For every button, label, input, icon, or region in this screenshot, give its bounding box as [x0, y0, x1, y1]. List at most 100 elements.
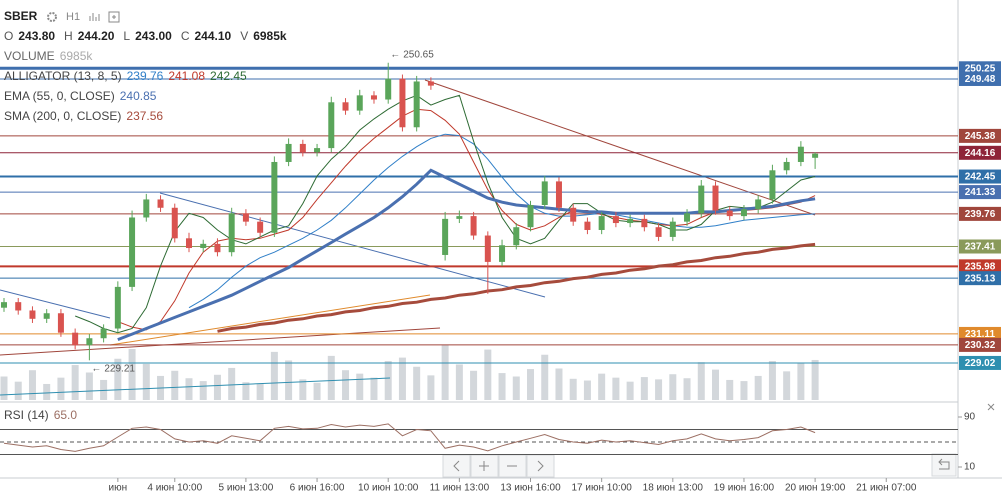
candle-body: [797, 146, 804, 162]
volume-bar: [285, 360, 293, 400]
quote-value: 243.00: [135, 29, 172, 43]
volume-bar: [754, 375, 762, 400]
volume-bar: [569, 378, 577, 400]
marker-value: 250.65: [403, 49, 434, 60]
extreme-marker: ← 229.21: [91, 363, 135, 374]
volume-bar: [199, 381, 207, 400]
price-label-bg: [959, 145, 1001, 160]
interval[interactable]: H1: [66, 11, 81, 23]
candle-body: [57, 313, 64, 333]
icon: [479, 461, 489, 471]
volume-bar: [726, 379, 734, 400]
candle-body: [456, 216, 463, 219]
candle-body: [641, 218, 648, 228]
rsi-value: 65.0: [53, 408, 78, 422]
price-label-bg: [959, 337, 1001, 352]
candle-body: [726, 210, 733, 217]
x-tick-label: июн: [109, 483, 128, 494]
candle-body: [228, 213, 235, 253]
candle-body: [72, 332, 79, 346]
volume-bar: [427, 375, 435, 400]
candle-body: [655, 227, 662, 237]
volume-bar: [811, 359, 819, 400]
indicator-line: [188, 133, 816, 309]
scroll-right-button[interactable]: [526, 454, 555, 478]
volume-bar: [498, 373, 506, 400]
volume-bar: [256, 383, 264, 400]
candle-body: [43, 313, 50, 319]
quote-value: 6985k: [253, 29, 287, 43]
candle-body: [712, 185, 719, 211]
legend: SBER H1 O 243.80 H 244.20 L 243.00 C 244.10 V 698…: [4, 6, 296, 123]
candle-body: [285, 143, 292, 162]
volume-bar: [313, 382, 321, 400]
volume-bar: [128, 349, 136, 400]
x-tick-label: 18 июн 13:00: [643, 483, 704, 494]
candle-body: [1, 302, 7, 308]
x-tick-label: 17 июн 10:00: [572, 483, 633, 494]
price-label-bg: [959, 239, 1001, 254]
volume-legend: VOLUME 6985k: [4, 46, 296, 66]
volume-bar: [683, 378, 691, 400]
chart-type-icon[interactable]: [88, 11, 100, 23]
candle-body: [271, 161, 278, 233]
volume-bar: [185, 378, 193, 400]
volume-bar: [356, 373, 364, 400]
quote-key: V: [240, 29, 249, 43]
indicator-value: 237.56: [126, 109, 164, 123]
marker-arrow: ←: [91, 363, 101, 374]
x-tick-label: 13 июн 16:00: [500, 483, 561, 494]
candle-body: [612, 216, 619, 224]
volume-bar: [43, 383, 51, 400]
settings-icon[interactable]: [46, 11, 58, 23]
volume-bar: [413, 366, 421, 400]
candle-body: [86, 338, 93, 346]
price-label: 237.41: [965, 242, 996, 253]
volume-bar: [28, 370, 36, 400]
indicator-legend: ALLIGATOR (13, 8, 5) 239.76 241.08 242.45: [4, 66, 296, 86]
reset-button[interactable]: [931, 453, 957, 477]
volume-bar: [740, 381, 748, 400]
compare-icon[interactable]: [108, 11, 120, 23]
rsi-tick-label: 10: [964, 462, 976, 473]
close-pane-button[interactable]: [987, 403, 995, 411]
price-label: 230.32: [965, 340, 996, 351]
volume-bar: [114, 358, 122, 400]
candle-body: [513, 227, 520, 246]
indicator-legend: EMA (55, 0, CLOSE) 240.85: [4, 86, 296, 106]
volume-name: VOLUME: [4, 49, 55, 63]
candle-body: [328, 102, 335, 149]
volume-bar: [242, 382, 250, 400]
scroll-left-button[interactable]: [442, 454, 471, 478]
volume-bar: [555, 368, 563, 400]
candle-body: [584, 221, 591, 230]
price-label-bg: [959, 259, 1001, 274]
icon: [938, 458, 950, 470]
rsi-name: RSI (14): [4, 408, 49, 422]
price-label: 235.98: [965, 261, 996, 272]
volume-bar: [768, 361, 776, 400]
volume-bar: [85, 372, 93, 400]
volume-bar: [370, 377, 378, 400]
quote-value: 244.10: [194, 29, 232, 43]
candle-body: [242, 213, 249, 222]
candle-body: [385, 78, 392, 100]
indicator-name: ALLIGATOR (13, 8, 5): [4, 69, 122, 83]
x-tick-label: 6 июн 16:00: [290, 483, 345, 494]
volume-bar: [327, 355, 335, 400]
volume-bar: [57, 377, 65, 400]
volume-bar: [598, 373, 606, 400]
x-tick-label: 19 июн 16:00: [714, 483, 775, 494]
candle-body: [755, 199, 762, 210]
volume-bar: [342, 370, 350, 400]
candle-body: [783, 161, 790, 171]
quote-key: H: [64, 29, 73, 43]
volume-bar: [626, 381, 634, 400]
candle-body: [698, 185, 705, 214]
candle-body: [200, 243, 207, 249]
price-label-bg: [959, 271, 1001, 286]
price-label-bg: [959, 128, 1001, 143]
x-tick-label: 4 июн 10:00: [147, 483, 202, 494]
volume-bar: [669, 374, 677, 400]
